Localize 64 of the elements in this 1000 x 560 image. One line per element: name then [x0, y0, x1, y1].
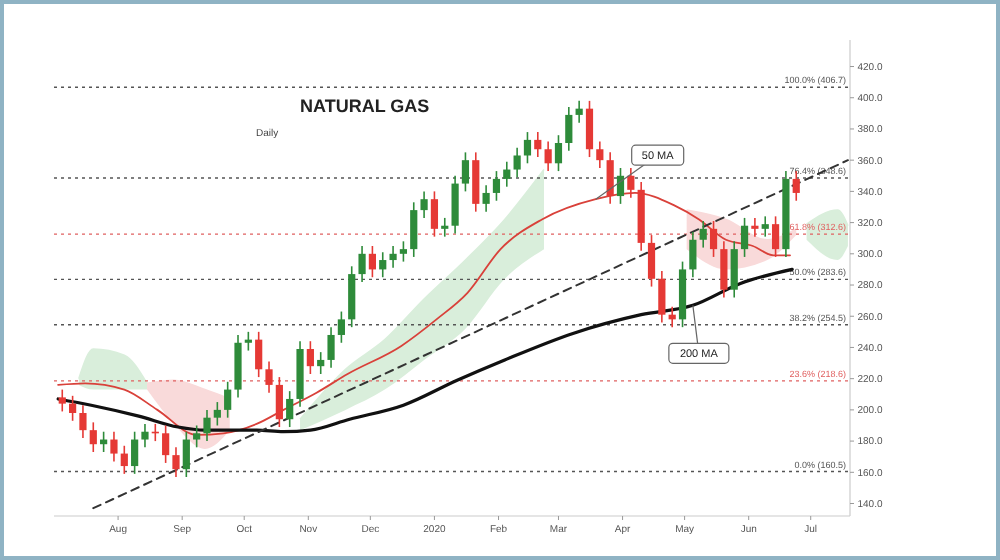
candlestick — [513, 146, 521, 179]
line-series — [56, 267, 794, 434]
candlestick — [399, 240, 408, 263]
candlestick — [358, 245, 366, 283]
candlestick — [441, 217, 449, 238]
candlestick — [203, 409, 211, 442]
candlestick — [647, 234, 656, 288]
candlestick — [720, 240, 728, 299]
candlestick — [420, 190, 428, 219]
candlestick — [503, 160, 511, 188]
candlestick — [554, 134, 563, 172]
candlestick — [255, 331, 263, 378]
candlestick — [193, 424, 201, 449]
candlestick — [461, 151, 470, 193]
candlestick — [172, 446, 180, 478]
candlestick — [162, 424, 170, 464]
candlestick — [317, 351, 325, 375]
candlestick — [275, 376, 283, 428]
candlestick — [585, 100, 594, 158]
candlestick — [213, 401, 221, 427]
candlestick — [689, 231, 697, 279]
candlestick — [379, 251, 387, 279]
candlestick — [575, 100, 583, 124]
candlestick — [368, 245, 376, 279]
candlestick — [740, 217, 749, 258]
candlestick — [709, 220, 718, 258]
candlestick — [658, 270, 666, 324]
candlestick — [451, 174, 459, 235]
candlestick — [472, 151, 480, 213]
candlestick — [410, 201, 418, 258]
candlestick — [761, 215, 769, 238]
candlestick — [110, 430, 118, 463]
candlestick — [771, 215, 780, 258]
candlestick — [141, 423, 149, 449]
candlestick — [244, 331, 252, 352]
candlestick — [544, 140, 552, 172]
candlestick — [730, 240, 738, 299]
candlestick — [131, 430, 139, 475]
candlestick — [234, 334, 242, 399]
candlestick — [286, 390, 294, 428]
candlestick — [792, 170, 800, 202]
text: NATURAL GAS — [300, 96, 430, 116]
candlestick — [534, 131, 542, 158]
candlestick — [337, 310, 345, 344]
candlestick — [565, 106, 573, 152]
candlestick — [430, 190, 439, 238]
candlestick — [89, 421, 97, 453]
candlestick — [751, 217, 759, 238]
candlestick — [79, 404, 87, 439]
candlestick — [523, 131, 532, 165]
candlestick — [182, 430, 190, 478]
candlestick — [389, 245, 397, 269]
candlestick — [69, 395, 77, 422]
candlestick — [596, 140, 604, 169]
candlestick — [306, 340, 314, 375]
candlestick — [492, 170, 501, 202]
candlestick — [224, 380, 232, 419]
candlestick — [482, 184, 490, 213]
candlestick — [120, 444, 128, 475]
candlestick — [348, 265, 356, 328]
candlestick — [327, 326, 335, 369]
candlestick — [58, 388, 66, 413]
candlestick — [265, 360, 273, 394]
candlestick — [699, 220, 707, 249]
